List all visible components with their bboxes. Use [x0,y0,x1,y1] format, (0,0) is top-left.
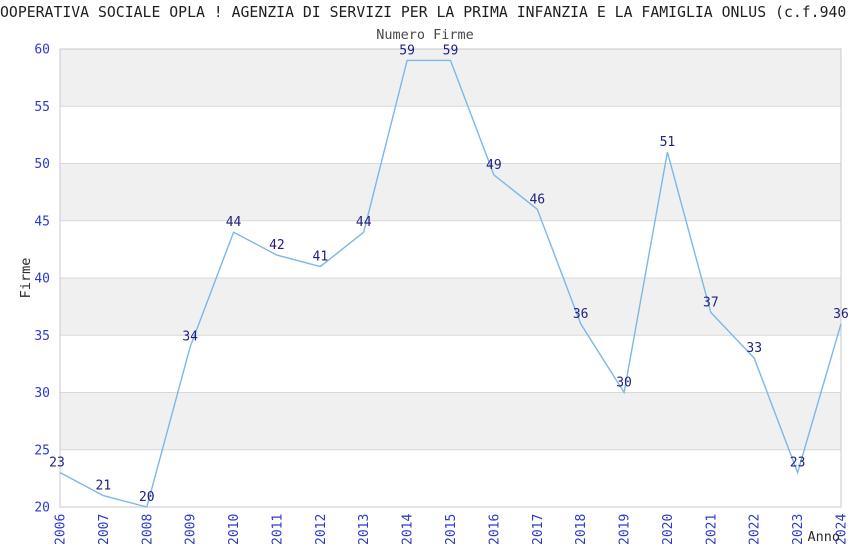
x-tick-label: 2020 [661,514,676,545]
series-line [59,59,842,508]
point-label: 44 [356,215,372,230]
y-tick-label: 60 [34,43,50,58]
x-tick-label: 2019 [618,514,633,545]
point-label: 49 [486,158,502,173]
point-label: 59 [399,43,415,58]
point-label: 23 [49,456,65,471]
x-tick-label: 2021 [704,514,719,545]
point-label: 51 [660,135,676,150]
x-tick-label: 2016 [487,514,502,545]
x-tick-label: 2018 [574,514,589,545]
plot-band [60,163,841,221]
point-label: 36 [833,307,849,322]
point-label: 36 [573,307,589,322]
x-tick-label: 2010 [227,514,242,545]
point-label: 30 [616,376,632,391]
plot-border [59,48,842,508]
x-tick-label: 2008 [140,514,155,545]
y-tick-label: 55 [34,100,50,115]
point-label: 44 [226,215,242,230]
x-tick-label: 2007 [97,514,112,545]
y-tick-label: 35 [34,329,50,344]
x-tick-label: 2011 [270,514,285,545]
point-label: 20 [139,490,155,505]
chart-title: OOPERATIVA SOCIALE OPLA ! AGENZIA DI SER… [0,4,847,21]
chart-subtitle: Numero Firme [376,27,474,43]
point-label: 21 [96,479,112,494]
x-tick-label: 2023 [791,514,806,545]
point-label: 37 [703,295,719,310]
y-tick-label: 45 [34,214,50,229]
x-tick-label: 2017 [531,514,546,545]
plot-band [60,278,841,336]
x-tick-label: 2012 [314,514,329,545]
point-label: 42 [269,238,285,253]
x-tick-label: 2009 [184,514,199,545]
x-tick-label: 2006 [54,514,69,545]
point-label: 59 [443,43,459,58]
x-axis-title: Anno [807,529,840,545]
point-label: 41 [313,250,329,265]
y-tick-label: 50 [34,157,50,172]
x-tick-label: 2015 [444,514,459,545]
x-tick-label: 2014 [401,514,416,545]
x-tick-label: 2022 [748,514,763,545]
x-tick-label: 2013 [357,514,372,545]
point-label: 34 [182,330,198,345]
point-label: 46 [529,192,545,207]
y-tick-label: 25 [34,443,50,458]
plot-band [60,49,841,107]
plot-band [60,392,841,450]
y-tick-label: 20 [34,501,50,516]
x-tick-label: 2024 [835,514,850,545]
point-label: 23 [790,456,806,471]
y-tick-label: 30 [34,386,50,401]
y-axis-title: Firme [18,258,34,299]
point-label: 33 [746,341,762,356]
y-tick-label: 40 [34,272,50,287]
